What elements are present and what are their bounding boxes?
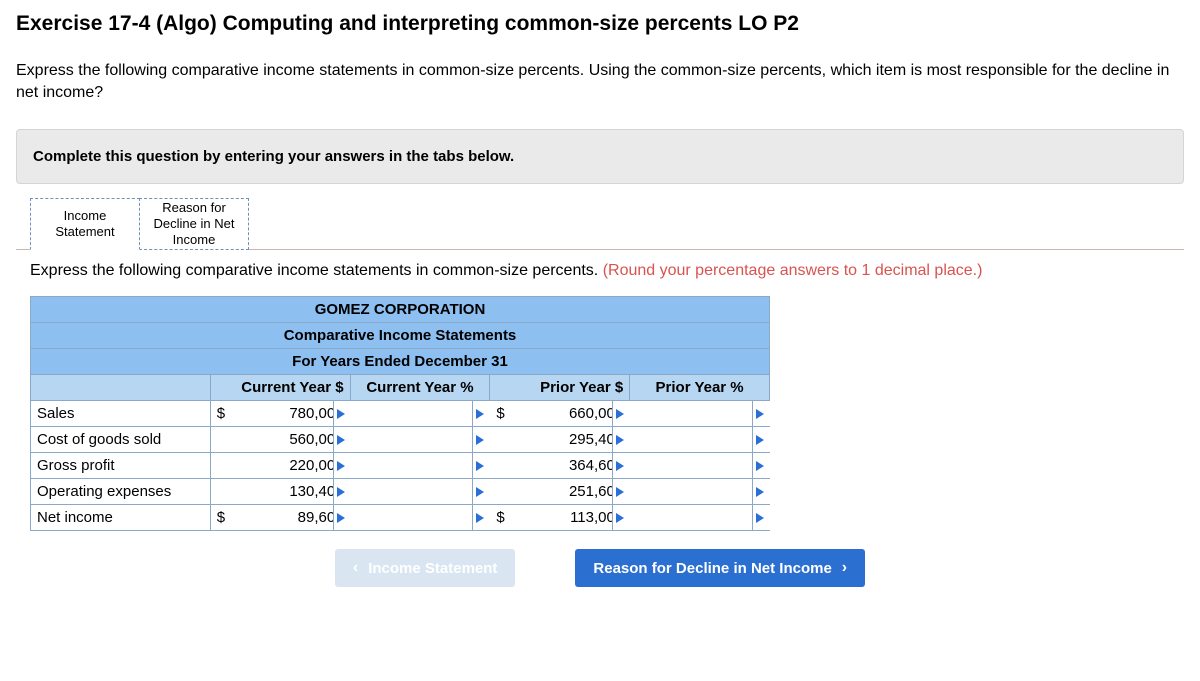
row-label: Net income	[31, 505, 211, 531]
dropdown-flag-icon[interactable]	[472, 427, 490, 452]
dropdown-flag-icon[interactable]	[752, 427, 770, 452]
cy-amount-cell[interactable]: $89,600	[210, 505, 350, 531]
dropdown-flag-icon[interactable]	[472, 479, 490, 504]
next-button-label: Reason for Decline in Net Income	[593, 560, 831, 577]
py-percent-cell[interactable]	[630, 453, 770, 479]
py-amount-cell[interactable]: 251,600	[490, 479, 630, 505]
py-percent-cell[interactable]	[630, 401, 770, 427]
table-row: Gross profit220,000 364,600	[31, 453, 770, 479]
cy-percent-cell[interactable]	[350, 427, 490, 453]
dollar-sign: $	[496, 509, 504, 526]
dropdown-flag-icon[interactable]	[472, 453, 490, 478]
page-title: Exercise 17-4 (Algo) Computing and inter…	[16, 12, 1184, 36]
tab-income-statement[interactable]: Income Statement	[30, 198, 140, 250]
cy-percent-cell[interactable]	[350, 505, 490, 531]
cy-amount-cell[interactable]: 220,000	[210, 453, 350, 479]
col-header-cy-pct: Current Year %	[350, 375, 490, 401]
py-amount-cell[interactable]: $660,000	[490, 401, 630, 427]
py-percent-cell[interactable]	[630, 479, 770, 505]
table-row: Operating expenses130,400 251,600	[31, 479, 770, 505]
cy-amount-cell[interactable]: 130,400	[210, 479, 350, 505]
income-statement-table: GOMEZ CORPORATION Comparative Income Sta…	[30, 296, 770, 531]
row-label: Sales	[31, 401, 211, 427]
py-percent-cell[interactable]	[630, 427, 770, 453]
dollar-sign: $	[217, 509, 225, 526]
dropdown-flag-icon[interactable]	[333, 479, 351, 504]
py-amount-cell[interactable]: 364,600	[490, 453, 630, 479]
tab-instruction-red: (Round your percentage answers to 1 deci…	[603, 262, 983, 279]
tab-body: Express the following comparative income…	[16, 250, 1184, 601]
nav-row: ‹ Income Statement Reason for Decline in…	[30, 549, 1170, 587]
tabs-row: Income Statement Reason for Decline in N…	[30, 198, 1184, 250]
py-amount-cell[interactable]: $113,000	[490, 505, 630, 531]
dollar-sign: $	[217, 405, 225, 422]
dropdown-flag-icon[interactable]	[752, 401, 770, 426]
dropdown-flag-icon[interactable]	[333, 505, 351, 530]
dollar-sign: $	[496, 405, 504, 422]
prev-button: ‹ Income Statement	[335, 549, 516, 587]
col-header-cy-amt: Current Year $	[210, 375, 350, 401]
dropdown-flag-icon[interactable]	[333, 401, 351, 426]
py-amount-cell[interactable]: 295,400	[490, 427, 630, 453]
cy-percent-cell[interactable]	[350, 479, 490, 505]
cy-amount-cell[interactable]: $780,000	[210, 401, 350, 427]
cy-percent-cell[interactable]	[350, 401, 490, 427]
dropdown-flag-icon[interactable]	[612, 453, 630, 478]
chevron-right-icon: ›	[842, 559, 847, 577]
tab-reason-decline[interactable]: Reason for Decline in Net Income	[139, 198, 249, 250]
cy-amount-cell[interactable]: 560,000	[210, 427, 350, 453]
dropdown-flag-icon[interactable]	[612, 479, 630, 504]
table-header-company: GOMEZ CORPORATION	[31, 297, 770, 323]
dropdown-flag-icon[interactable]	[333, 453, 351, 478]
table-header-title: Comparative Income Statements	[31, 323, 770, 349]
dropdown-flag-icon[interactable]	[612, 505, 630, 530]
dropdown-flag-icon[interactable]	[472, 401, 490, 426]
row-label: Operating expenses	[31, 479, 211, 505]
cy-percent-cell[interactable]	[350, 453, 490, 479]
prev-button-label: Income Statement	[368, 560, 497, 577]
tab-instruction: Express the following comparative income…	[30, 260, 1170, 282]
dropdown-flag-icon[interactable]	[752, 479, 770, 504]
row-label: Gross profit	[31, 453, 211, 479]
next-button[interactable]: Reason for Decline in Net Income ›	[575, 549, 865, 587]
dropdown-flag-icon[interactable]	[333, 427, 351, 452]
table-row: Net income$89,600 $113,000	[31, 505, 770, 531]
dropdown-flag-icon[interactable]	[612, 401, 630, 426]
chevron-left-icon: ‹	[353, 559, 358, 577]
dropdown-flag-icon[interactable]	[752, 505, 770, 530]
intro-text: Express the following comparative income…	[16, 60, 1184, 105]
py-percent-cell[interactable]	[630, 505, 770, 531]
table-header-period: For Years Ended December 31	[31, 349, 770, 375]
row-label: Cost of goods sold	[31, 427, 211, 453]
dropdown-flag-icon[interactable]	[752, 453, 770, 478]
dropdown-flag-icon[interactable]	[472, 505, 490, 530]
col-header-py-pct: Prior Year %	[630, 375, 770, 401]
dropdown-flag-icon[interactable]	[612, 427, 630, 452]
col-header-py-amt: Prior Year $	[490, 375, 630, 401]
table-row: Sales$780,000 $660,000	[31, 401, 770, 427]
tab-instruction-plain: Express the following comparative income…	[30, 262, 603, 279]
instruction-bar: Complete this question by entering your …	[16, 129, 1184, 184]
col-header-blank	[31, 375, 211, 401]
table-row: Cost of goods sold560,000 295,400	[31, 427, 770, 453]
